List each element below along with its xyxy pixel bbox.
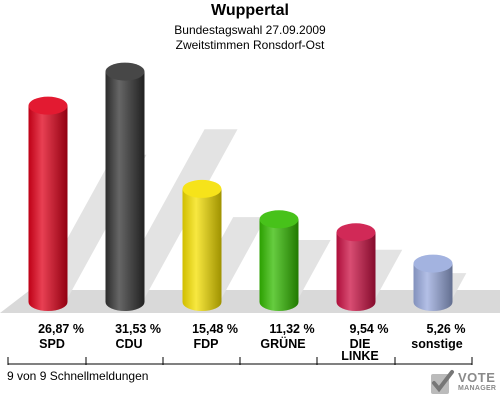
votemanager-logo: VOTE MANAGER: [428, 368, 500, 400]
logo-text-manager: MANAGER: [458, 385, 497, 392]
ballot-check-icon: [431, 370, 454, 394]
bar-body: [336, 232, 376, 311]
reporting-status: 9 von 9 Schnellmeldungen: [7, 369, 149, 383]
bar-cdu: [105, 62, 145, 311]
value-label: 5,26 %: [427, 322, 466, 336]
value-label: 11,32 %: [269, 322, 314, 336]
logo-text-vote: VOTE: [458, 370, 496, 385]
category-label: SPD: [39, 337, 65, 351]
bar-body: [259, 219, 299, 311]
bar-top: [28, 96, 68, 115]
bar-die-linke: [336, 223, 376, 311]
bar-body: [182, 188, 222, 311]
category-label: LINKE: [341, 349, 379, 363]
value-label: 31,53 %: [115, 322, 161, 336]
category-label: sonstige: [411, 337, 462, 351]
bar-top: [413, 254, 453, 273]
bar-fdp: [182, 179, 222, 311]
bar-top: [105, 62, 145, 81]
category-label: FDP: [194, 337, 219, 351]
category-label: CDU: [115, 337, 142, 351]
bar-top: [182, 179, 222, 198]
value-label: 9,54 %: [350, 322, 389, 336]
chart-subtitle-district: Zweitstimmen Ronsdorf-Ost: [175, 38, 325, 52]
bar-body: [28, 105, 68, 312]
bar-body: [413, 263, 453, 311]
bar-top: [336, 223, 376, 242]
chart-subtitle-election: Bundestagswahl 27.09.2009: [174, 23, 326, 37]
bar-spd: [28, 96, 68, 312]
value-label: 26,87 %: [38, 322, 84, 336]
bar-sonstige: [413, 254, 453, 311]
value-label: 15,48 %: [192, 322, 238, 336]
bar-body: [105, 71, 145, 311]
chart-title: Wuppertal: [211, 2, 289, 19]
category-label: GRÜNE: [260, 336, 305, 351]
bar-top: [259, 210, 299, 229]
bar-grüne: [259, 210, 299, 311]
category-label: DIE: [350, 337, 371, 351]
